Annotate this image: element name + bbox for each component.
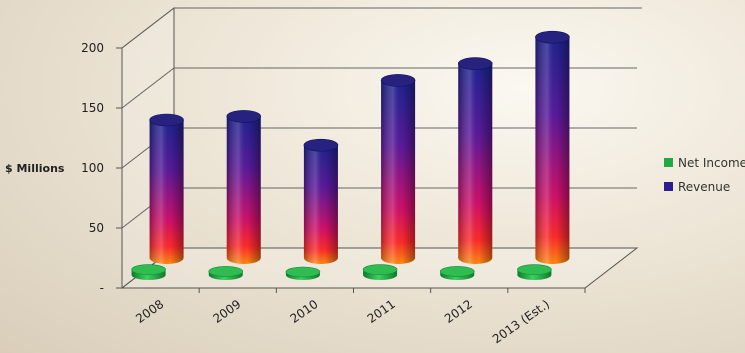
x-tick-label: 2009 <box>210 297 243 326</box>
bar-net-income-body <box>440 271 475 280</box>
bar-net-income-body <box>208 271 243 280</box>
bars <box>131 30 570 280</box>
legend-label-revenue: Revenue <box>678 180 730 194</box>
bar-net-income <box>439 266 475 280</box>
x-axis-ticks: 2008 2009 2010 2011 2012 2013 (Est.) <box>133 288 586 346</box>
bar-revenue <box>226 110 262 265</box>
y-tick-label: 200 <box>81 41 104 55</box>
y-tick-label: - <box>100 281 104 295</box>
bar-net-income <box>131 264 166 280</box>
bar-revenue-top <box>149 113 184 127</box>
legend: Net Income Revenue <box>664 156 745 194</box>
bar-net-income-top <box>285 266 321 278</box>
x-tick-label: 2012 <box>442 297 475 326</box>
y-tick-label: 100 <box>81 161 104 175</box>
bar-revenue-top <box>380 74 416 87</box>
bar-net-income <box>208 266 244 280</box>
bar-revenue <box>380 74 416 265</box>
legend-label-net-income: Net Income <box>678 156 745 170</box>
bar-revenue <box>303 138 339 264</box>
x-tick-label: 2011 <box>365 297 398 326</box>
bar-net-income-top <box>439 266 475 277</box>
x-tick-label: 2008 <box>133 297 166 326</box>
bar-net-income-top <box>517 264 552 275</box>
bar-net-income-top <box>362 264 398 275</box>
bar-revenue-top <box>535 30 570 44</box>
bar-revenue-shade <box>381 80 416 265</box>
bar-net-income <box>285 266 321 280</box>
bar-net-income-body <box>285 272 320 280</box>
bar-net-income-top <box>208 266 244 277</box>
bar-net-income <box>517 264 552 280</box>
bar-revenue-top <box>457 57 493 70</box>
x-tick-label: 2013 (Est.) <box>490 297 552 346</box>
bar-revenue-shade <box>535 37 570 264</box>
bar-revenue <box>149 113 184 264</box>
bar-revenue <box>457 57 493 264</box>
bar-revenue <box>535 30 570 264</box>
bar-revenue-shade <box>303 145 338 264</box>
x-tick-label: 2010 <box>288 297 321 326</box>
legend-swatch-revenue <box>664 182 673 191</box>
bar-net-income-top <box>131 264 166 275</box>
bar-revenue-top <box>226 110 262 123</box>
y-tick-label: 50 <box>89 221 104 235</box>
bar-revenue-top <box>303 138 339 152</box>
bar-net-income <box>362 264 398 280</box>
legend-swatch-net-income <box>664 158 673 167</box>
y-tick-label: 150 <box>81 101 104 115</box>
bar-revenue-shade <box>149 120 184 264</box>
bar-revenue-shade <box>226 116 261 265</box>
y-axis-ticks: - 50 100 150 200 <box>81 41 122 295</box>
bar-revenue-shade <box>458 63 493 264</box>
y-axis-label: $ Millions <box>5 162 65 175</box>
